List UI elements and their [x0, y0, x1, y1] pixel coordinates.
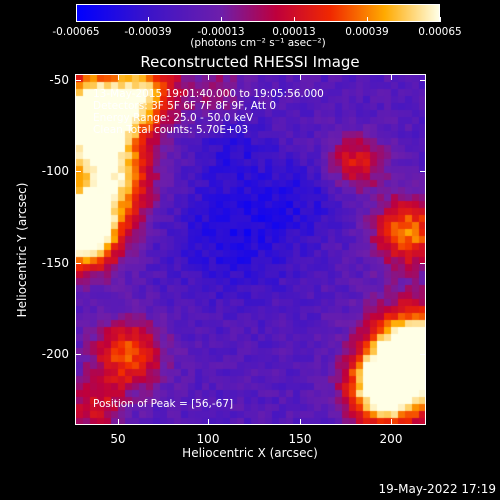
- x-tick-label: 150: [288, 432, 312, 446]
- colorbar-tick: [148, 17, 149, 22]
- colorbar-tick: [76, 17, 77, 22]
- colorbar-tick-label: 0.00039: [345, 26, 389, 38]
- x-axis-tick: [300, 74, 301, 80]
- x-axis-tick: [118, 74, 119, 80]
- y-axis-label: Heliocentric Y (arcsec): [15, 182, 29, 318]
- colorbar: [76, 4, 441, 22]
- x-axis-tick: [391, 419, 392, 425]
- colorbar-tick-label: -0.00065: [52, 26, 100, 38]
- x-axis-tick: [300, 419, 301, 425]
- y-axis-tick: [75, 263, 81, 264]
- x-axis-tick: [208, 419, 209, 425]
- clean-counts-annotation: Clean Total counts: 5.70E+03: [93, 124, 249, 136]
- y-tick-label: -50: [49, 73, 69, 87]
- colorbar-tick: [367, 17, 368, 22]
- colorbar-tick-label: -0.00039: [124, 26, 172, 38]
- x-tick-label: 50: [110, 432, 126, 446]
- y-tick-label: -100: [41, 164, 69, 178]
- image-plot: 13-May-2015 19:01:40.000 to 19:05:56.000…: [75, 74, 426, 425]
- y-tick-label: -150: [41, 256, 69, 270]
- colorbar-tick-label: 0.00065: [418, 26, 462, 38]
- colorbar-units: (photons cm⁻² s⁻¹ asec⁻²): [190, 37, 326, 49]
- y-axis-tick: [420, 263, 426, 264]
- peak-position-annotation: Position of Peak = [56,-67]: [93, 398, 234, 410]
- time-range-annotation: 13-May-2015 19:01:40.000 to 19:05:56.000: [93, 88, 324, 100]
- colorbar-tick: [294, 17, 295, 22]
- colorbar-tick-label: 0.00013: [272, 26, 316, 38]
- y-axis-tick: [420, 354, 426, 355]
- plot-title: Reconstructed RHESSI Image: [140, 53, 360, 71]
- y-axis-tick: [75, 80, 81, 81]
- y-axis-tick: [420, 80, 426, 81]
- x-axis-label: Heliocentric X (arcsec): [182, 446, 318, 460]
- detectors-annotation: Detectors: 3F 5F 6F 7F 8F 9F, Att 0: [93, 100, 277, 112]
- colorbar-tick-label: -0.00013: [197, 26, 245, 38]
- plot-datestamp: 19-May-2022 17:19: [378, 482, 496, 496]
- colorbar-tick: [440, 17, 441, 22]
- x-tick-label: 200: [379, 432, 403, 446]
- y-axis-tick: [75, 171, 81, 172]
- x-axis-tick: [391, 74, 392, 80]
- y-tick-label: -200: [41, 347, 69, 361]
- y-axis-tick: [420, 171, 426, 172]
- y-axis-tick: [75, 354, 81, 355]
- colorbar-tick: [221, 17, 222, 22]
- x-tick-label: 100: [196, 432, 220, 446]
- x-axis-tick: [208, 74, 209, 80]
- x-axis-tick: [118, 419, 119, 425]
- energy-range-annotation: Energy Range: 25.0 - 50.0 keV: [93, 112, 254, 124]
- heatmap-image: [76, 75, 425, 424]
